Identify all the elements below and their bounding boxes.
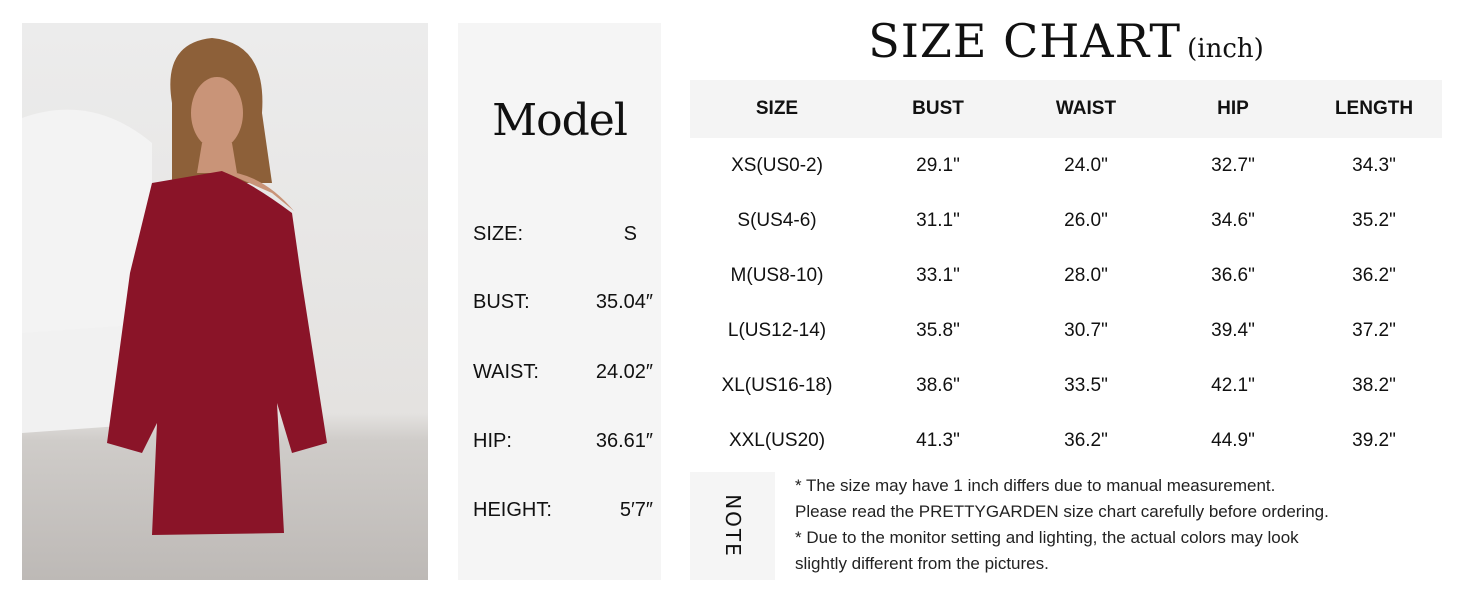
table-cell: 33.5" xyxy=(1064,374,1108,396)
table-cell: 36.6" xyxy=(1211,264,1255,286)
model-title: Model xyxy=(492,95,628,146)
label: SIZE: xyxy=(473,223,524,245)
table-row: XXL(US20) 41.3" 36.2" 44.9" 39.2" xyxy=(690,413,1442,468)
table-cell: 35.8" xyxy=(916,319,960,341)
model-row-waist: WAIST: 24.02″ xyxy=(473,361,653,384)
table-cell: 42.1" xyxy=(1211,374,1255,396)
value: 36.61″ xyxy=(595,430,653,452)
column-header: LENGTH xyxy=(1334,98,1414,119)
table-row: XL(US16-18) 38.6" 33.5" 42.1" 38.2" xyxy=(690,358,1442,413)
table-cell: 34.3" xyxy=(1352,154,1396,176)
table-cell: 31.1" xyxy=(916,209,960,231)
table-cell: L(US12-14) xyxy=(727,319,827,341)
value: 35.04″ xyxy=(595,291,653,313)
model-measurements-panel: Model SIZE: S BUST: 35.04″ WAIST: 24.02″ HI… xyxy=(458,23,661,580)
note-line: * Due to the monitor setting and lightin… xyxy=(795,528,1299,547)
label: HEIGHT: xyxy=(473,499,552,521)
model-row-bust: BUST: 35.04″ xyxy=(473,291,653,314)
table-cell: 37.2" xyxy=(1352,319,1396,341)
table-row: M(US8-10) 33.1" 28.0" 36.6" 36.2" xyxy=(690,248,1442,303)
table-cell: 41.3" xyxy=(916,429,960,451)
table-cell: 26.0" xyxy=(1064,209,1108,231)
label: BUST: xyxy=(473,291,530,313)
table-cell: 24.0" xyxy=(1064,154,1108,176)
table-cell: M(US8-10) xyxy=(730,264,824,286)
table-cell: XXL(US20) xyxy=(728,429,826,451)
table-cell: 38.2" xyxy=(1352,374,1396,396)
table-row: L(US12-14) 35.8" 30.7" 39.4" 37.2" xyxy=(690,303,1442,358)
column-header: WAIST xyxy=(1055,98,1117,119)
table-cell: 33.1" xyxy=(916,264,960,286)
note-label: NOTE xyxy=(720,494,745,558)
table-cell: 38.6" xyxy=(916,374,960,396)
table-cell: 30.7" xyxy=(1064,319,1108,341)
note-box: NOTE xyxy=(690,472,775,580)
column-header: BUST xyxy=(912,98,964,119)
table-cell: XL(US16-18) xyxy=(721,374,833,396)
note-line: * The size may have 1 inch differs due t… xyxy=(795,476,1276,495)
note-line: Please read the PRETTYGARDEN size chart … xyxy=(795,502,1329,521)
note-text: * The size may have 1 inch differs due t… xyxy=(795,473,1329,577)
value: 5′7″ xyxy=(619,499,653,521)
table-cell: S(US4-6) xyxy=(737,209,817,231)
table-cell: 35.2" xyxy=(1352,209,1396,231)
table-cell: 29.1" xyxy=(916,154,960,176)
size-table: SIZE BUST WAIST HIP LENGTH XS(US0-2) 29.1" 24.0… xyxy=(690,80,1442,468)
model-row-hip: HIP: 36.61″ xyxy=(473,430,653,453)
value: S xyxy=(623,223,637,245)
label: HIP: xyxy=(473,430,512,452)
table-cell: 32.7" xyxy=(1211,154,1255,176)
column-header: HIP xyxy=(1217,98,1249,119)
note-line: slightly different from the pictures. xyxy=(795,554,1049,573)
table-cell: 34.6" xyxy=(1211,209,1255,231)
table-row: XS(US0-2) 29.1" 24.0" 32.7" 34.3" xyxy=(690,138,1442,193)
table-cell: XS(US0-2) xyxy=(731,154,823,176)
table-header: SIZE BUST WAIST HIP LENGTH xyxy=(690,80,1442,138)
title: SIZE CHART xyxy=(868,14,1182,68)
table-cell: 44.9" xyxy=(1211,429,1255,451)
table-cell: 39.4" xyxy=(1211,319,1255,341)
table-row: S(US4-6) 31.1" 26.0" 34.6" 35.2" xyxy=(690,193,1442,248)
table-cell: 28.0" xyxy=(1064,264,1108,286)
table-cell: 36.2" xyxy=(1064,429,1108,451)
value: 24.02″ xyxy=(595,361,653,383)
model-row-size: SIZE: S xyxy=(473,223,653,246)
model-photo xyxy=(22,23,428,580)
table-cell: 36.2" xyxy=(1352,264,1396,286)
unit: (inch) xyxy=(1187,34,1264,64)
table-cell: 39.2" xyxy=(1352,429,1396,451)
label: WAIST: xyxy=(473,361,539,383)
model-row-height: HEIGHT: 5′7″ xyxy=(473,499,653,522)
column-header: SIZE xyxy=(755,98,799,119)
size-chart-title: SIZE CHART (inch) xyxy=(690,14,1442,68)
